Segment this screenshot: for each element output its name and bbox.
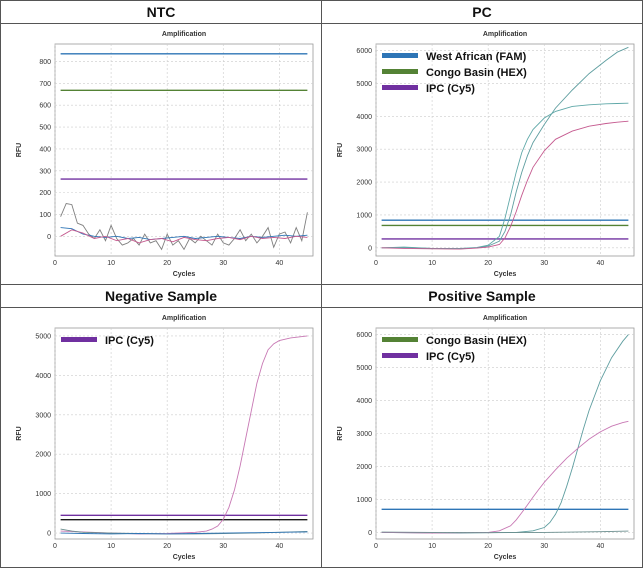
panel-header: Positive Sample [322, 285, 642, 308]
y-tick-label: 0 [368, 245, 372, 252]
y-tick-label: 1000 [356, 497, 372, 504]
y-tick-label: 3000 [356, 431, 372, 438]
x-tick-label: 30 [219, 260, 227, 267]
legend-label: IPC (Cy5) [426, 83, 475, 95]
amplification-chart: Amplification 0 10 20 30 40 0 1000 2000 3000 4000 5… [337, 315, 635, 561]
y-axis-label: RFU [16, 143, 23, 157]
y-tick-label: 2000 [35, 452, 51, 459]
x-tick-label: 30 [540, 260, 548, 267]
y-tick-label: 200 [39, 190, 51, 197]
y-axis-label: RFU [337, 426, 344, 440]
series-line [60, 531, 308, 535]
series-line [381, 120, 629, 250]
panel-pc: PC Amplification 0 10 20 30 40 0 1000 2000 3000 40… [321, 0, 643, 285]
legend-label: Congo Basin (HEX) [426, 67, 527, 79]
legend-swatch [382, 353, 418, 358]
panel-header: NTC [1, 1, 321, 24]
y-tick-label: 300 [39, 168, 51, 175]
y-tick-label: 1000 [356, 212, 372, 219]
chart-title: Amplification [162, 31, 206, 38]
x-tick-label: 20 [163, 260, 171, 267]
x-axis-label: Cycles [173, 271, 196, 278]
x-tick-label: 0 [53, 260, 57, 267]
y-tick-label: 0 [368, 530, 372, 537]
amplification-chart: Amplification 0 10 20 30 40 0 1000 2000 3000 4000 5… [16, 315, 314, 561]
x-tick-label: 40 [275, 260, 283, 267]
y-tick-label: 100 [39, 212, 51, 219]
y-tick-label: 3000 [356, 147, 372, 154]
x-tick-label: 20 [484, 543, 492, 550]
y-tick-label: 0 [47, 531, 51, 538]
y-tick-label: 4000 [356, 398, 372, 405]
x-tick-label: 10 [428, 260, 436, 267]
legend-swatch [382, 53, 418, 58]
amplification-chart: Amplification 0 10 20 30 40 0 1000 2000 3000 4000 5… [337, 31, 635, 278]
legend-swatch [382, 69, 418, 74]
x-tick-label: 20 [163, 543, 171, 550]
series-line [381, 102, 629, 249]
y-tick-label: 5000 [356, 365, 372, 372]
panel-positive-sample: Positive Sample Amplification 0 10 20 30 40 0 1… [321, 284, 643, 568]
chart-title: Amplification [162, 315, 206, 322]
panel-header: Negative Sample [1, 285, 321, 308]
y-tick-label: 6000 [356, 332, 372, 339]
y-tick-label: 3000 [35, 412, 51, 419]
x-tick-label: 40 [596, 543, 604, 550]
panel-header: PC [322, 1, 642, 24]
y-axis-label: RFU [337, 143, 344, 157]
x-tick-label: 0 [374, 543, 378, 550]
x-tick-label: 40 [596, 260, 604, 267]
chart-title: Amplification [483, 31, 527, 38]
y-tick-label: 6000 [356, 48, 372, 55]
legend-label: Congo Basin (HEX) [426, 335, 527, 347]
y-tick-label: 700 [39, 81, 51, 88]
y-tick-label: 1000 [35, 491, 51, 498]
x-axis-label: Cycles [173, 554, 196, 561]
y-tick-label: 600 [39, 103, 51, 110]
plot-area [54, 327, 314, 540]
plot-area [54, 43, 314, 257]
y-tick-label: 800 [39, 59, 51, 66]
legend-label: IPC (Cy5) [426, 351, 475, 363]
legend-label: IPC (Cy5) [105, 335, 154, 347]
y-tick-label: 4000 [35, 373, 51, 380]
y-axis-label: RFU [16, 426, 23, 440]
chart-title: Amplification [483, 315, 527, 322]
panel-ntc: NTC Amplification 0 10 20 30 40 0 100 200 300 400 5… [0, 0, 322, 285]
x-tick-label: 0 [374, 260, 378, 267]
x-tick-label: 10 [107, 543, 115, 550]
legend-swatch [382, 337, 418, 342]
y-tick-label: 2000 [356, 464, 372, 471]
x-tick-label: 40 [275, 543, 283, 550]
x-tick-label: 10 [107, 260, 115, 267]
x-axis-label: Cycles [494, 271, 517, 278]
x-tick-label: 0 [53, 543, 57, 550]
x-tick-label: 30 [219, 543, 227, 550]
legend-swatch [382, 85, 418, 90]
y-tick-label: 0 [47, 234, 51, 241]
x-tick-label: 10 [428, 543, 436, 550]
legend-label: West African (FAM) [426, 51, 527, 63]
y-tick-label: 2000 [356, 180, 372, 187]
series-line [381, 530, 629, 534]
y-tick-label: 5000 [35, 333, 51, 340]
legend-swatch [61, 337, 97, 342]
y-tick-label: 500 [39, 125, 51, 132]
y-tick-label: 5000 [356, 81, 372, 88]
y-tick-label: 400 [39, 146, 51, 153]
y-tick-label: 4000 [356, 114, 372, 121]
x-tick-label: 20 [484, 260, 492, 267]
x-axis-label: Cycles [494, 554, 517, 561]
series-line [60, 202, 308, 251]
series-line [60, 229, 308, 244]
x-tick-label: 30 [540, 543, 548, 550]
panel-negative-sample: Negative Sample Amplification 0 10 20 30 40 0 1… [0, 284, 322, 568]
